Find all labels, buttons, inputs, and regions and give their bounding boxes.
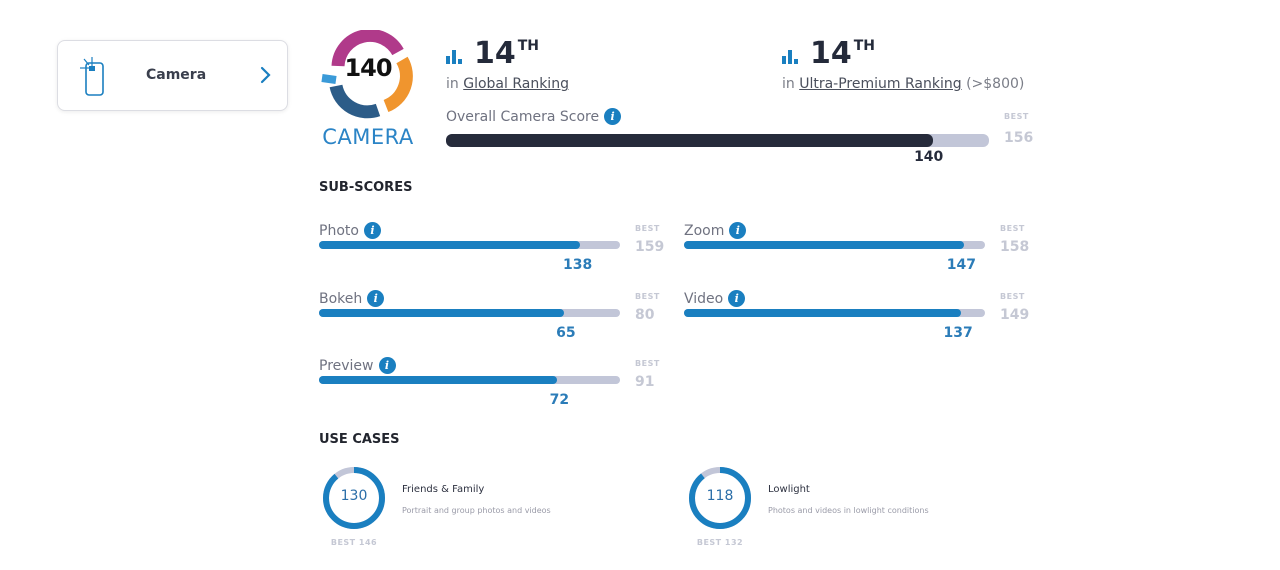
overall-score-bar xyxy=(446,134,989,147)
use-case-lowlight: 118 BEST 132 Lowlight Photos and videos in … xyxy=(688,466,1008,556)
ultra-premium-rank-prefix: in xyxy=(782,76,795,92)
subscore-fill xyxy=(684,241,965,249)
overall-score-label: Overall Camera Score i xyxy=(446,108,622,125)
subscore-bar xyxy=(319,309,620,317)
global-ranking: 14 TH in Global Ranking xyxy=(446,36,569,92)
global-ranking-link[interactable]: Global Ranking xyxy=(463,76,569,92)
info-icon[interactable]: i xyxy=(367,290,385,307)
use-case-title: Friends & Family xyxy=(402,484,485,495)
ranking-bars-icon xyxy=(782,50,798,64)
use-case-score-ring xyxy=(323,467,385,529)
overall-best-value: 156 xyxy=(1004,130,1034,146)
badge-caption: CAMERA xyxy=(322,125,414,149)
subscore-photo: Photo i BEST 159 138 xyxy=(319,222,664,292)
overall-score-fill xyxy=(446,134,934,147)
ultra-premium-ranking-link[interactable]: Ultra-Premium Ranking xyxy=(799,76,962,92)
subscore-best-value: 91 xyxy=(635,374,655,390)
subscore-value: 147 xyxy=(946,257,977,273)
overall-score-value: 140 xyxy=(914,149,944,165)
subscore-best-tag: BEST xyxy=(635,292,660,301)
subscore-bar xyxy=(684,309,985,317)
subscore-best-tag: BEST xyxy=(1000,292,1025,301)
subscore-value: 138 xyxy=(563,257,593,273)
ring-fill xyxy=(689,467,751,529)
subscore-best-value: 158 xyxy=(1000,239,1030,255)
info-icon[interactable]: i xyxy=(604,108,622,125)
global-rank-number: 14 xyxy=(474,36,516,71)
subscore-zoom: Zoom i BEST 158 147 xyxy=(684,222,1029,292)
subscore-bar xyxy=(319,241,620,249)
subscore-name: Photo i xyxy=(319,222,381,239)
chevron-right-icon xyxy=(260,66,271,84)
ultra-premium-rank-number: 14 xyxy=(810,36,852,71)
subscore-label: Photo xyxy=(319,222,359,239)
ring-fill xyxy=(323,467,385,529)
subscore-best-value: 80 xyxy=(635,307,655,323)
subscore-bar xyxy=(319,376,620,384)
info-icon[interactable]: i xyxy=(728,290,746,307)
subscore-fill xyxy=(319,241,581,249)
subscore-label: Zoom xyxy=(684,222,725,239)
subscore-best-tag: BEST xyxy=(635,359,660,368)
subscore-preview: Preview i BEST 91 72 xyxy=(319,357,664,427)
badge-score: 140 xyxy=(344,54,392,82)
subscore-bar xyxy=(684,241,985,249)
price-threshold-note: (>$800) xyxy=(966,76,1025,92)
use-case-score-ring xyxy=(689,467,751,529)
use-case-score: 130 xyxy=(340,488,368,504)
subscores-title: SUB-SCORES xyxy=(319,180,413,195)
subscore-label: Bokeh xyxy=(319,290,363,307)
subscore-best-tag: BEST xyxy=(1000,224,1025,233)
subscore-label: Preview xyxy=(319,357,374,374)
info-icon[interactable]: i xyxy=(363,222,381,239)
ranking-bars-icon xyxy=(446,50,462,64)
subscore-fill xyxy=(319,376,558,384)
use-case-score: 118 xyxy=(706,488,734,504)
overall-best-tag: BEST xyxy=(1004,112,1029,121)
info-icon[interactable]: i xyxy=(378,357,396,374)
use-case-best: BEST 146 xyxy=(330,538,378,547)
ultra-premium-rank-suffix: TH xyxy=(853,38,876,54)
subscore-fill xyxy=(684,309,961,317)
camera-score-badge-icon xyxy=(321,30,413,119)
use-case-title: Lowlight xyxy=(768,484,810,495)
info-icon[interactable]: i xyxy=(729,222,747,239)
subscore-best-value: 159 xyxy=(635,239,665,255)
subscore-best-value: 149 xyxy=(1000,307,1030,323)
use-case-friends-family: 130 BEST 146 Friends & Family Portrait and … xyxy=(322,466,642,556)
camera-nav-card[interactable]: Camera xyxy=(57,40,288,111)
subscore-name: Video i xyxy=(684,290,746,307)
use-cases-title: USE CASES xyxy=(319,432,400,447)
subscore-value: 72 xyxy=(549,392,570,408)
subscore-label: Video xyxy=(684,290,724,307)
subscore-name: Zoom i xyxy=(684,222,747,239)
overall-score-title: Overall Camera Score xyxy=(446,108,600,125)
nav-card-label: Camera xyxy=(146,67,207,83)
use-case-description: Photos and videos in lowlight conditions xyxy=(768,506,929,515)
subscore-fill xyxy=(319,309,564,317)
ultra-premium-ranking: 14 TH in Ultra-Premium Ranking (>$800) xyxy=(782,36,1024,92)
subscore-best-tag: BEST xyxy=(635,224,660,233)
phone-camera-icon xyxy=(80,57,104,96)
use-case-best: BEST 132 xyxy=(696,538,744,547)
subscore-value: 137 xyxy=(943,325,973,341)
subscore-name: Bokeh i xyxy=(319,290,385,307)
subscore-video: Video i BEST 149 137 xyxy=(684,290,1029,360)
subscore-value: 65 xyxy=(556,325,576,341)
global-rank-suffix: TH xyxy=(517,38,540,54)
use-case-description: Portrait and group photos and videos xyxy=(402,506,551,515)
subscore-name: Preview i xyxy=(319,357,396,374)
subscore-bokeh: Bokeh i BEST 80 65 xyxy=(319,290,664,360)
global-rank-prefix: in xyxy=(446,76,459,92)
